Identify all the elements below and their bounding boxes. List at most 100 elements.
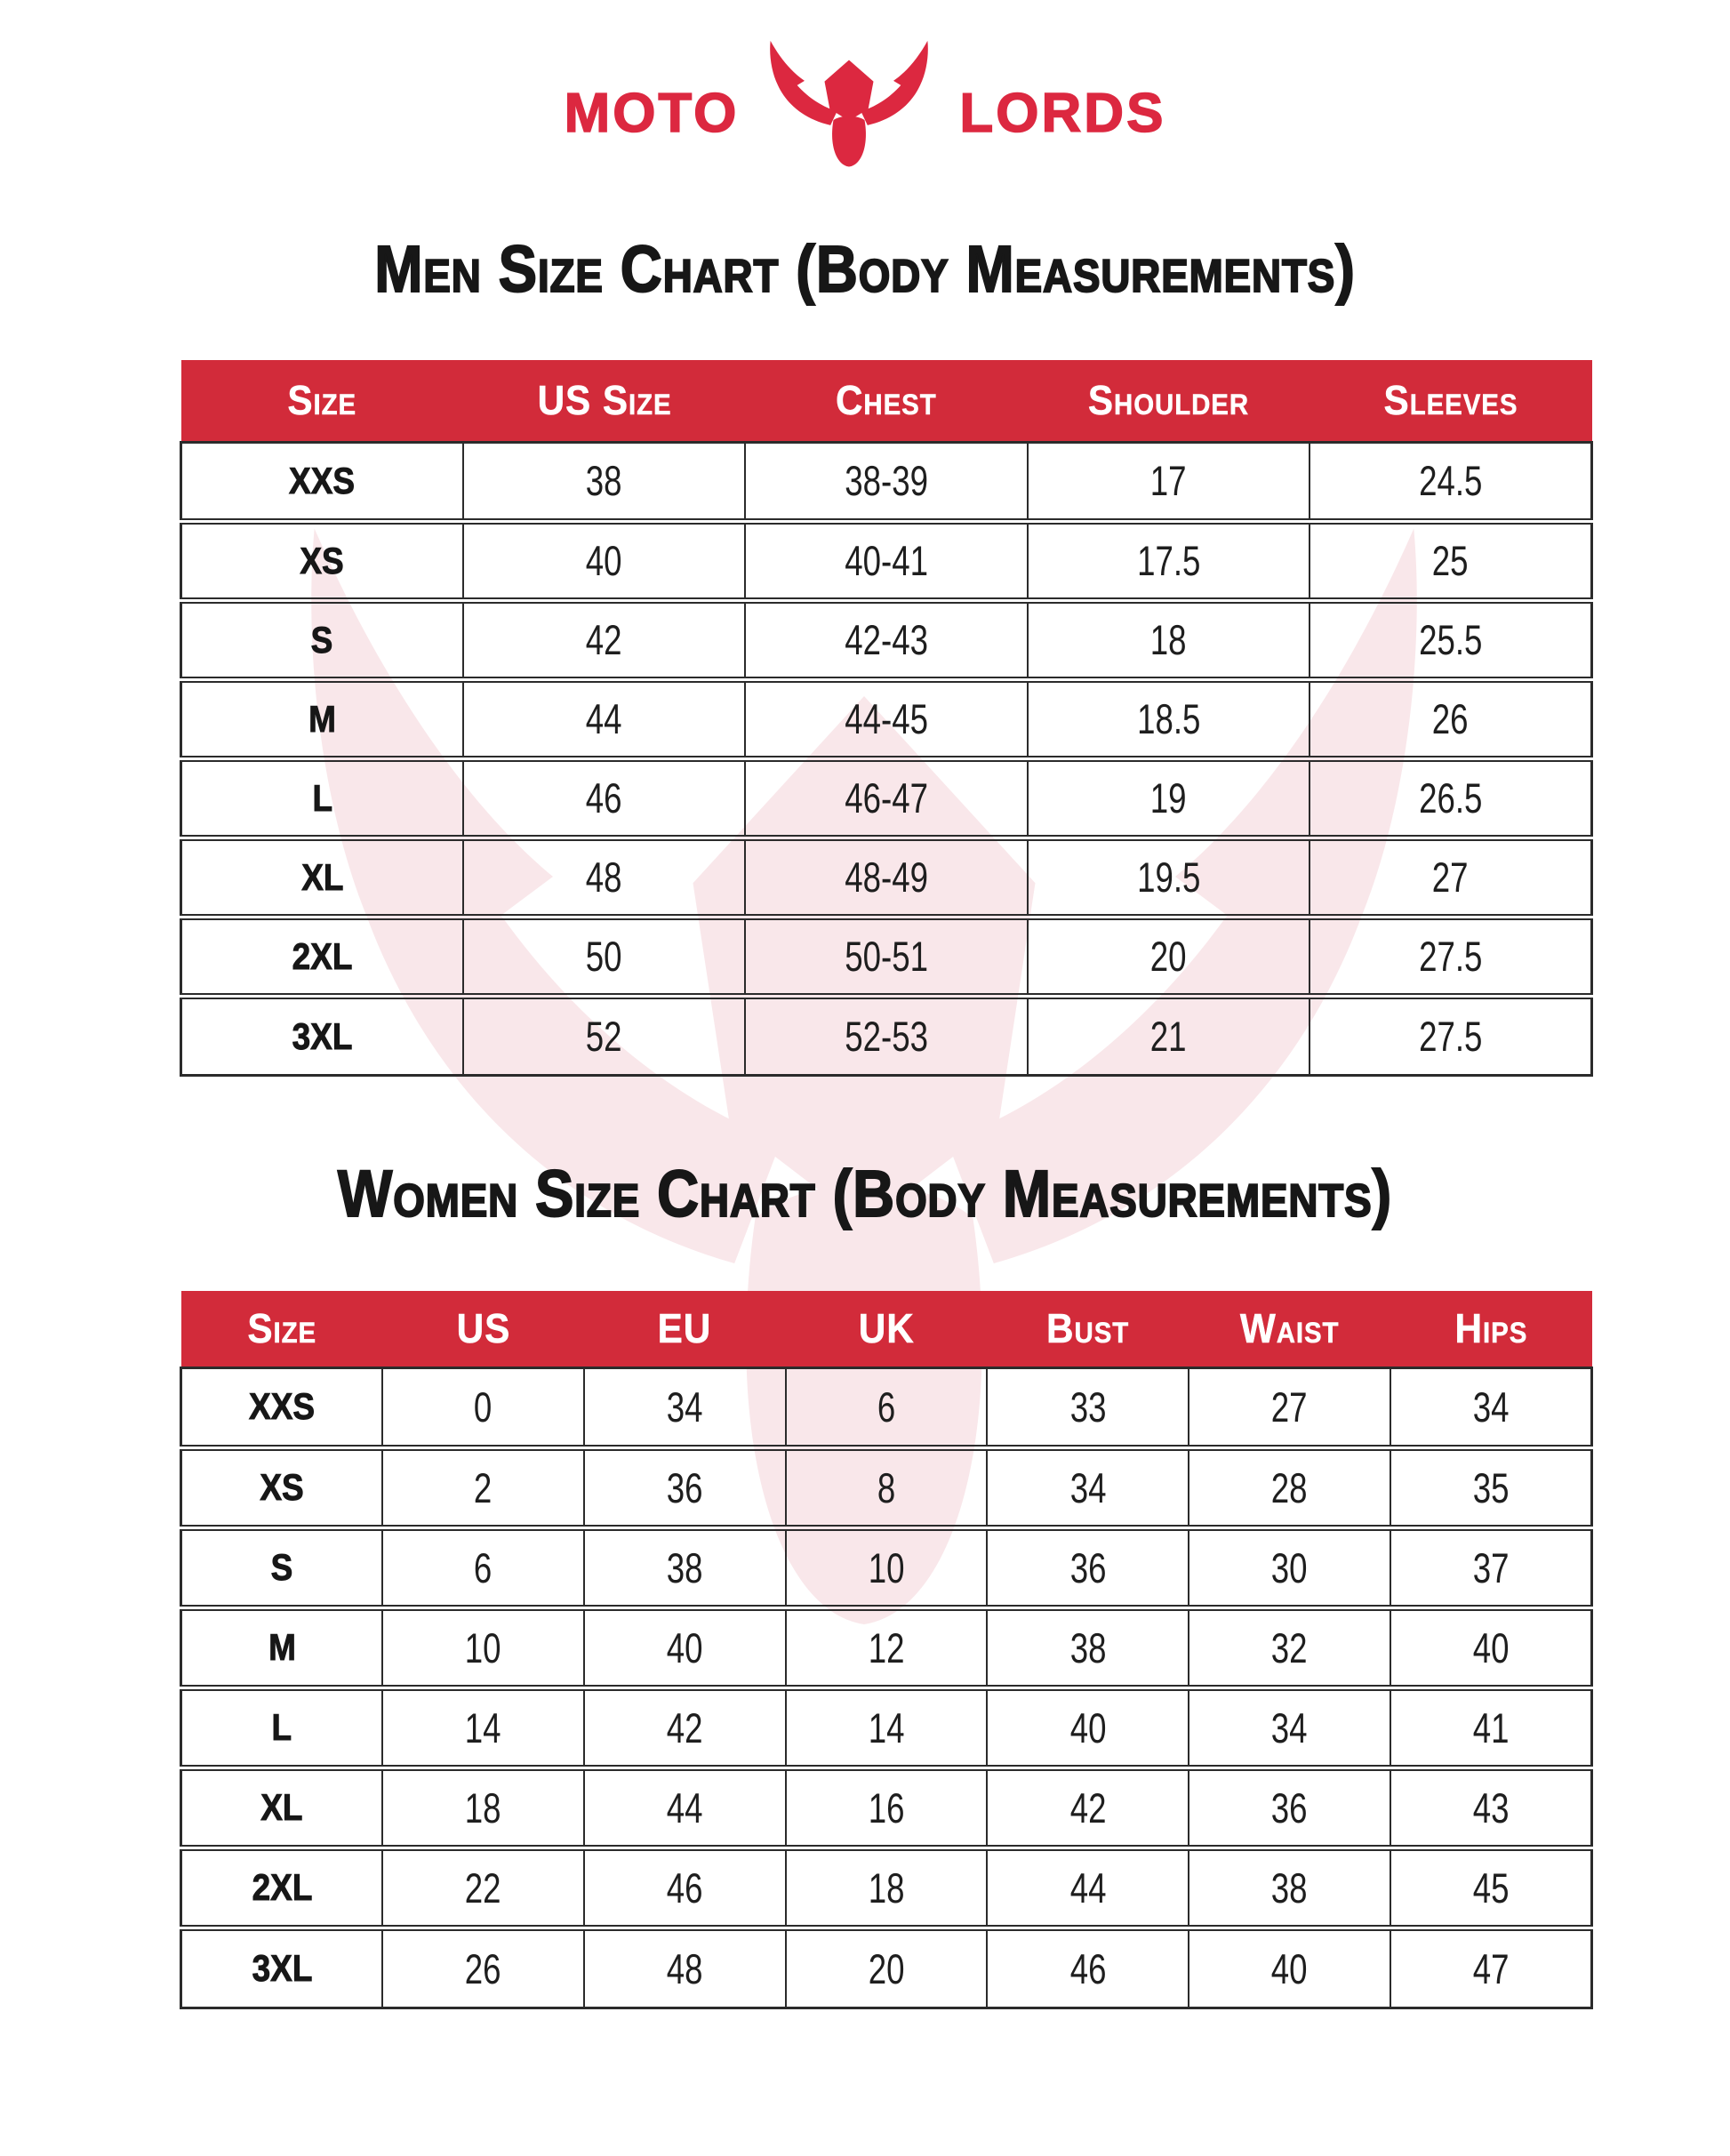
size-cell: S: [179, 597, 464, 679]
table-row: 3XL 26 48 20 46 40 47: [180, 1924, 1593, 2009]
cell-text: 25: [1432, 537, 1469, 584]
table-header-row: Size US EU UK Bust Waist Hips: [180, 1291, 1592, 1367]
cell-text: 46-47: [845, 774, 928, 822]
cell-text: 2XL: [252, 1866, 313, 1909]
value-cell: 26.5: [1309, 755, 1594, 838]
cell-text: 34: [1472, 1383, 1510, 1431]
cell-text: 17.5: [1136, 537, 1201, 584]
cell-text: 6: [474, 1543, 493, 1591]
table-row: S 6 38 10 36 30 37: [180, 1524, 1593, 1607]
cell-text: 10: [465, 1623, 501, 1671]
value-cell: 45: [1389, 1844, 1593, 1928]
cell-text: 42: [586, 616, 622, 663]
table-header-row: Size US Size Chest Shoulder Sleeves: [180, 360, 1592, 442]
cell-text: 10: [868, 1543, 905, 1591]
value-cell: 36: [1188, 1764, 1391, 1847]
cell-text: 40-41: [845, 537, 928, 584]
value-cell: 35: [1389, 1444, 1593, 1527]
value-cell: 22: [381, 1844, 585, 1928]
cell-text: 41: [1472, 1703, 1510, 1751]
value-cell: 36: [582, 1444, 787, 1527]
cell-text: 21: [1149, 1013, 1187, 1060]
cell-text: 40: [1270, 1944, 1308, 1992]
cell-text: 18.5: [1136, 695, 1201, 742]
cell-text: 38: [666, 1543, 703, 1591]
value-cell: 50-51: [744, 913, 1029, 996]
men-table-body: XXS 38 38-39 17 24.5 XS 40 40-41 17.5 25 S 42 42-43 1…: [179, 440, 1594, 1077]
cell-text: 25.5: [1418, 616, 1483, 663]
value-cell: 34: [986, 1444, 1190, 1527]
value-cell: 18.5: [1026, 676, 1311, 758]
value-cell: 48-49: [744, 834, 1029, 917]
table-row: M 10 40 12 38 32 40: [180, 1604, 1593, 1687]
cell-text: 30: [1270, 1543, 1308, 1591]
cell-text: 40: [666, 1623, 703, 1671]
value-cell: 0: [381, 1366, 585, 1447]
cell-text: L: [312, 776, 332, 819]
column-header-label: US: [456, 1305, 510, 1352]
cell-text: 3XL: [252, 1947, 313, 1990]
value-cell: 34: [582, 1366, 787, 1447]
value-cell: 10: [784, 1524, 989, 1607]
cell-text: 12: [868, 1623, 905, 1671]
column-header-label: Waist: [1239, 1305, 1340, 1352]
column-header-bust: Bust: [987, 1291, 1189, 1367]
cell-text: 44-45: [845, 695, 928, 742]
cell-text: 28: [1270, 1463, 1308, 1511]
value-cell: 27: [1188, 1366, 1391, 1447]
cell-text: 46: [586, 774, 622, 822]
value-cell: 46: [461, 755, 747, 838]
column-header-label: EU: [657, 1305, 712, 1352]
value-cell: 18: [381, 1764, 585, 1847]
value-cell: 16: [784, 1764, 989, 1847]
table-row: XL 48 48-49 19.5 27: [179, 834, 1594, 917]
table-row: XL 18 44 16 42 36 43: [180, 1764, 1593, 1847]
cell-text: 40: [1472, 1623, 1510, 1671]
value-cell: 44: [582, 1764, 787, 1847]
cell-text: 36: [1270, 1783, 1308, 1831]
cell-text: 44: [666, 1783, 703, 1831]
cell-text: XL: [260, 1786, 303, 1829]
value-cell: 20: [784, 1924, 989, 2009]
value-cell: 18: [1026, 597, 1311, 679]
table-row: XXS 38 38-39 17 24.5: [179, 440, 1594, 521]
column-header-eu: EU: [583, 1291, 786, 1367]
cell-text: 2: [474, 1463, 493, 1511]
value-cell: 40: [986, 1684, 1190, 1767]
cell-text: 20: [868, 1944, 905, 1992]
value-cell: 37: [1389, 1524, 1593, 1607]
value-cell: 6: [784, 1366, 989, 1447]
value-cell: 2: [381, 1444, 585, 1527]
cell-text: 40: [586, 537, 622, 584]
size-cell: 3XL: [179, 992, 464, 1077]
value-cell: 40: [1188, 1924, 1391, 2009]
value-cell: 8: [784, 1444, 989, 1527]
cell-text: XS: [300, 539, 345, 581]
cell-text: L: [271, 1706, 292, 1749]
column-header-label: Hips: [1454, 1305, 1527, 1352]
size-cell: L: [179, 755, 464, 838]
cell-text: M: [268, 1626, 296, 1669]
value-cell: 38: [461, 440, 747, 521]
column-header-label: Sleeves: [1383, 377, 1518, 424]
value-cell: 10: [381, 1604, 585, 1687]
value-cell: 30: [1188, 1524, 1391, 1607]
value-cell: 25.5: [1309, 597, 1594, 679]
value-cell: 38: [986, 1604, 1190, 1687]
table-row: 3XL 52 52-53 21 27.5: [179, 992, 1594, 1077]
women-chart-title-text: Women Size Chart (Body Measurements): [337, 1156, 1393, 1231]
column-header-us-size: US Size: [462, 360, 746, 442]
column-header-label: Size: [246, 1305, 316, 1352]
value-cell: 40: [1389, 1604, 1593, 1687]
value-cell: 48: [582, 1924, 787, 2009]
cell-text: 50: [586, 933, 622, 980]
cell-text: 26: [465, 1944, 501, 1992]
cell-text: 38: [586, 457, 622, 504]
value-cell: 41: [1389, 1684, 1593, 1767]
column-header-us: US: [382, 1291, 584, 1367]
women-table-header: Size US EU UK Bust Waist Hips: [180, 1291, 1592, 1367]
table-row: L 46 46-47 19 26.5: [179, 755, 1594, 838]
men-table-header: Size US Size Chest Shoulder Sleeves: [180, 360, 1592, 442]
size-cell: XS: [179, 517, 464, 600]
